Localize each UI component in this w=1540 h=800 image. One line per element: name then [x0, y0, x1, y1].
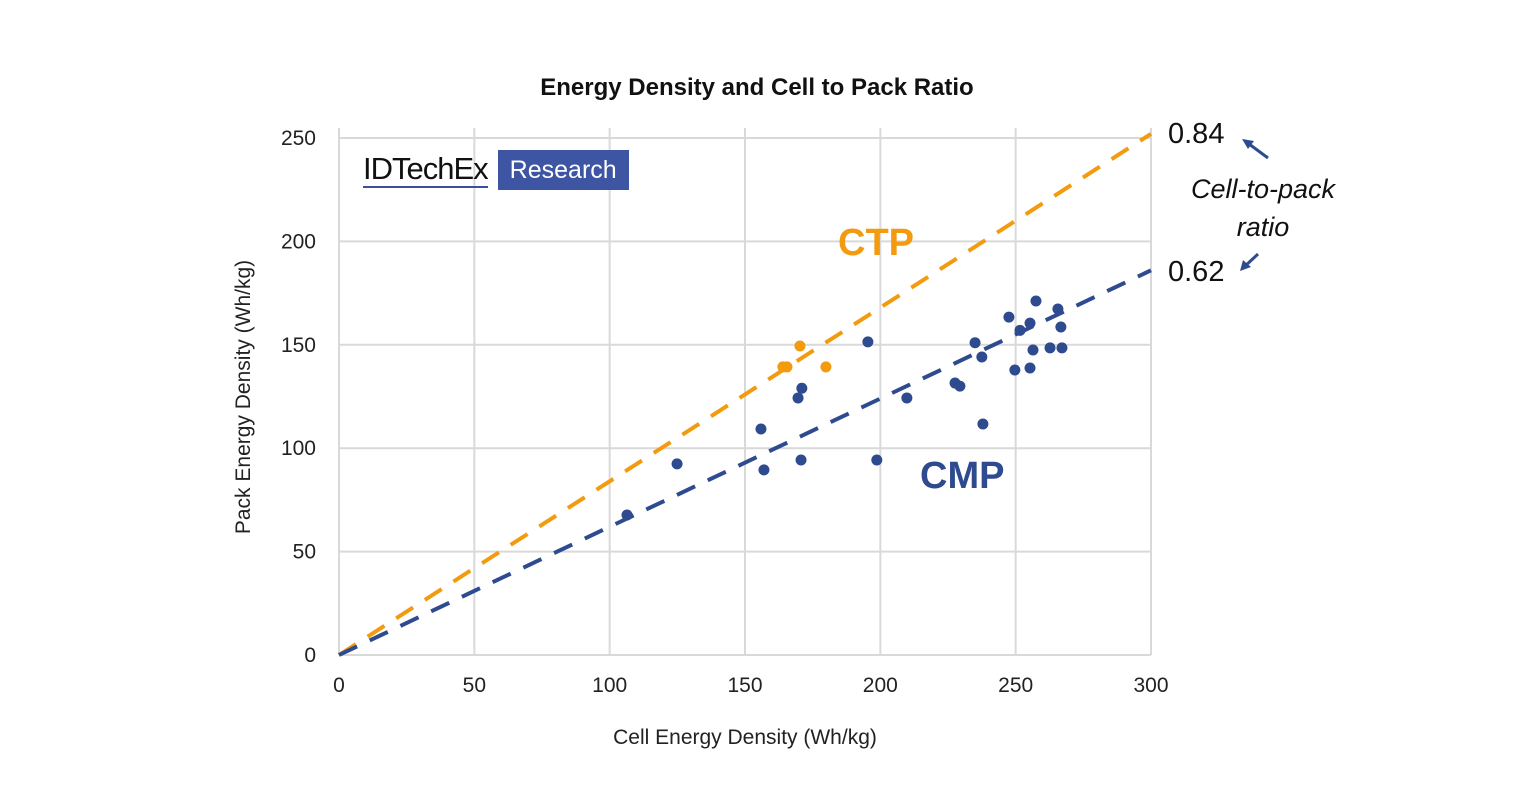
ctp-trendline — [337, 132, 1153, 657]
ctp-series-label: CTP — [838, 222, 914, 264]
y-tick-label: 100 — [281, 437, 316, 460]
cmp-point — [1030, 295, 1042, 307]
ratio-low-label: 0.62 — [1168, 256, 1225, 288]
cmp-trendline — [338, 268, 1152, 657]
trendlines — [337, 132, 1153, 657]
x-tick-label: 100 — [592, 674, 627, 697]
y-tick-label: 150 — [281, 334, 316, 357]
cmp-point — [954, 380, 966, 392]
cmp-point — [621, 509, 633, 521]
cmp-point — [1027, 344, 1039, 356]
cmp-point — [1056, 342, 1068, 354]
ratio-caption-line2: ratio — [1236, 212, 1290, 242]
ratio-caption-line1: Cell-to-pack — [1190, 174, 1336, 204]
cmp-point — [671, 458, 683, 470]
y-tick-label: 0 — [304, 644, 316, 667]
x-axis-label: Cell Energy Density (Wh/kg) — [613, 726, 877, 749]
cmp-point — [976, 351, 988, 363]
y-tick-label: 250 — [281, 127, 316, 150]
cmp-point — [969, 337, 981, 349]
y-tick-label: 200 — [281, 230, 316, 253]
x-tick-label: 250 — [998, 674, 1033, 697]
cmp-point — [1009, 364, 1021, 376]
cmp-point — [901, 392, 913, 404]
x-tick-label: 50 — [463, 674, 486, 697]
cmp-point — [1055, 321, 1067, 333]
cmp-point — [755, 423, 767, 435]
y-tick-label: 50 — [293, 541, 316, 564]
cmp-point — [977, 418, 989, 430]
chart-title: Energy Density and Cell to Pack Ratio — [540, 74, 973, 101]
cmp-point — [1024, 317, 1036, 329]
cmp-point — [1024, 362, 1036, 374]
cmp-point — [792, 392, 804, 404]
tick-labels: 0 50 100 150 200 250 300 0 50 100 150 200 250 — [281, 127, 1169, 697]
cmp-point — [795, 454, 807, 466]
ratio-high-label: 0.84 — [1168, 118, 1225, 150]
idtechex-logo: IDTechEx Research — [363, 150, 629, 190]
arrow-icon-low — [1240, 252, 1260, 271]
ctp-point — [781, 361, 793, 373]
arrow-icon-high — [1242, 139, 1269, 160]
x-tick-label: 150 — [727, 674, 762, 697]
logo-brand: IDTechEx — [363, 150, 489, 188]
cmp-series-label: CMP — [920, 455, 1004, 497]
x-tick-label: 200 — [863, 674, 898, 697]
cmp-point — [796, 382, 808, 394]
y-axis-label: Pack Energy Density (Wh/kg) — [232, 260, 255, 534]
x-tick-label: 0 — [333, 674, 345, 697]
cmp-point — [862, 336, 874, 348]
cmp-point — [871, 454, 883, 466]
cmp-point — [758, 464, 770, 476]
cmp-point — [1014, 324, 1026, 336]
data-points — [621, 295, 1068, 521]
ctp-point — [820, 361, 832, 373]
ctp-point — [794, 340, 806, 352]
cmp-point — [1052, 303, 1064, 315]
grid — [338, 128, 1152, 656]
x-tick-label: 300 — [1133, 674, 1168, 697]
logo-suffix: Research — [497, 150, 629, 190]
cmp-point — [1044, 342, 1056, 354]
cmp-point — [1003, 311, 1015, 323]
ratio-caption: Cell-to-pack ratio — [1168, 170, 1358, 246]
